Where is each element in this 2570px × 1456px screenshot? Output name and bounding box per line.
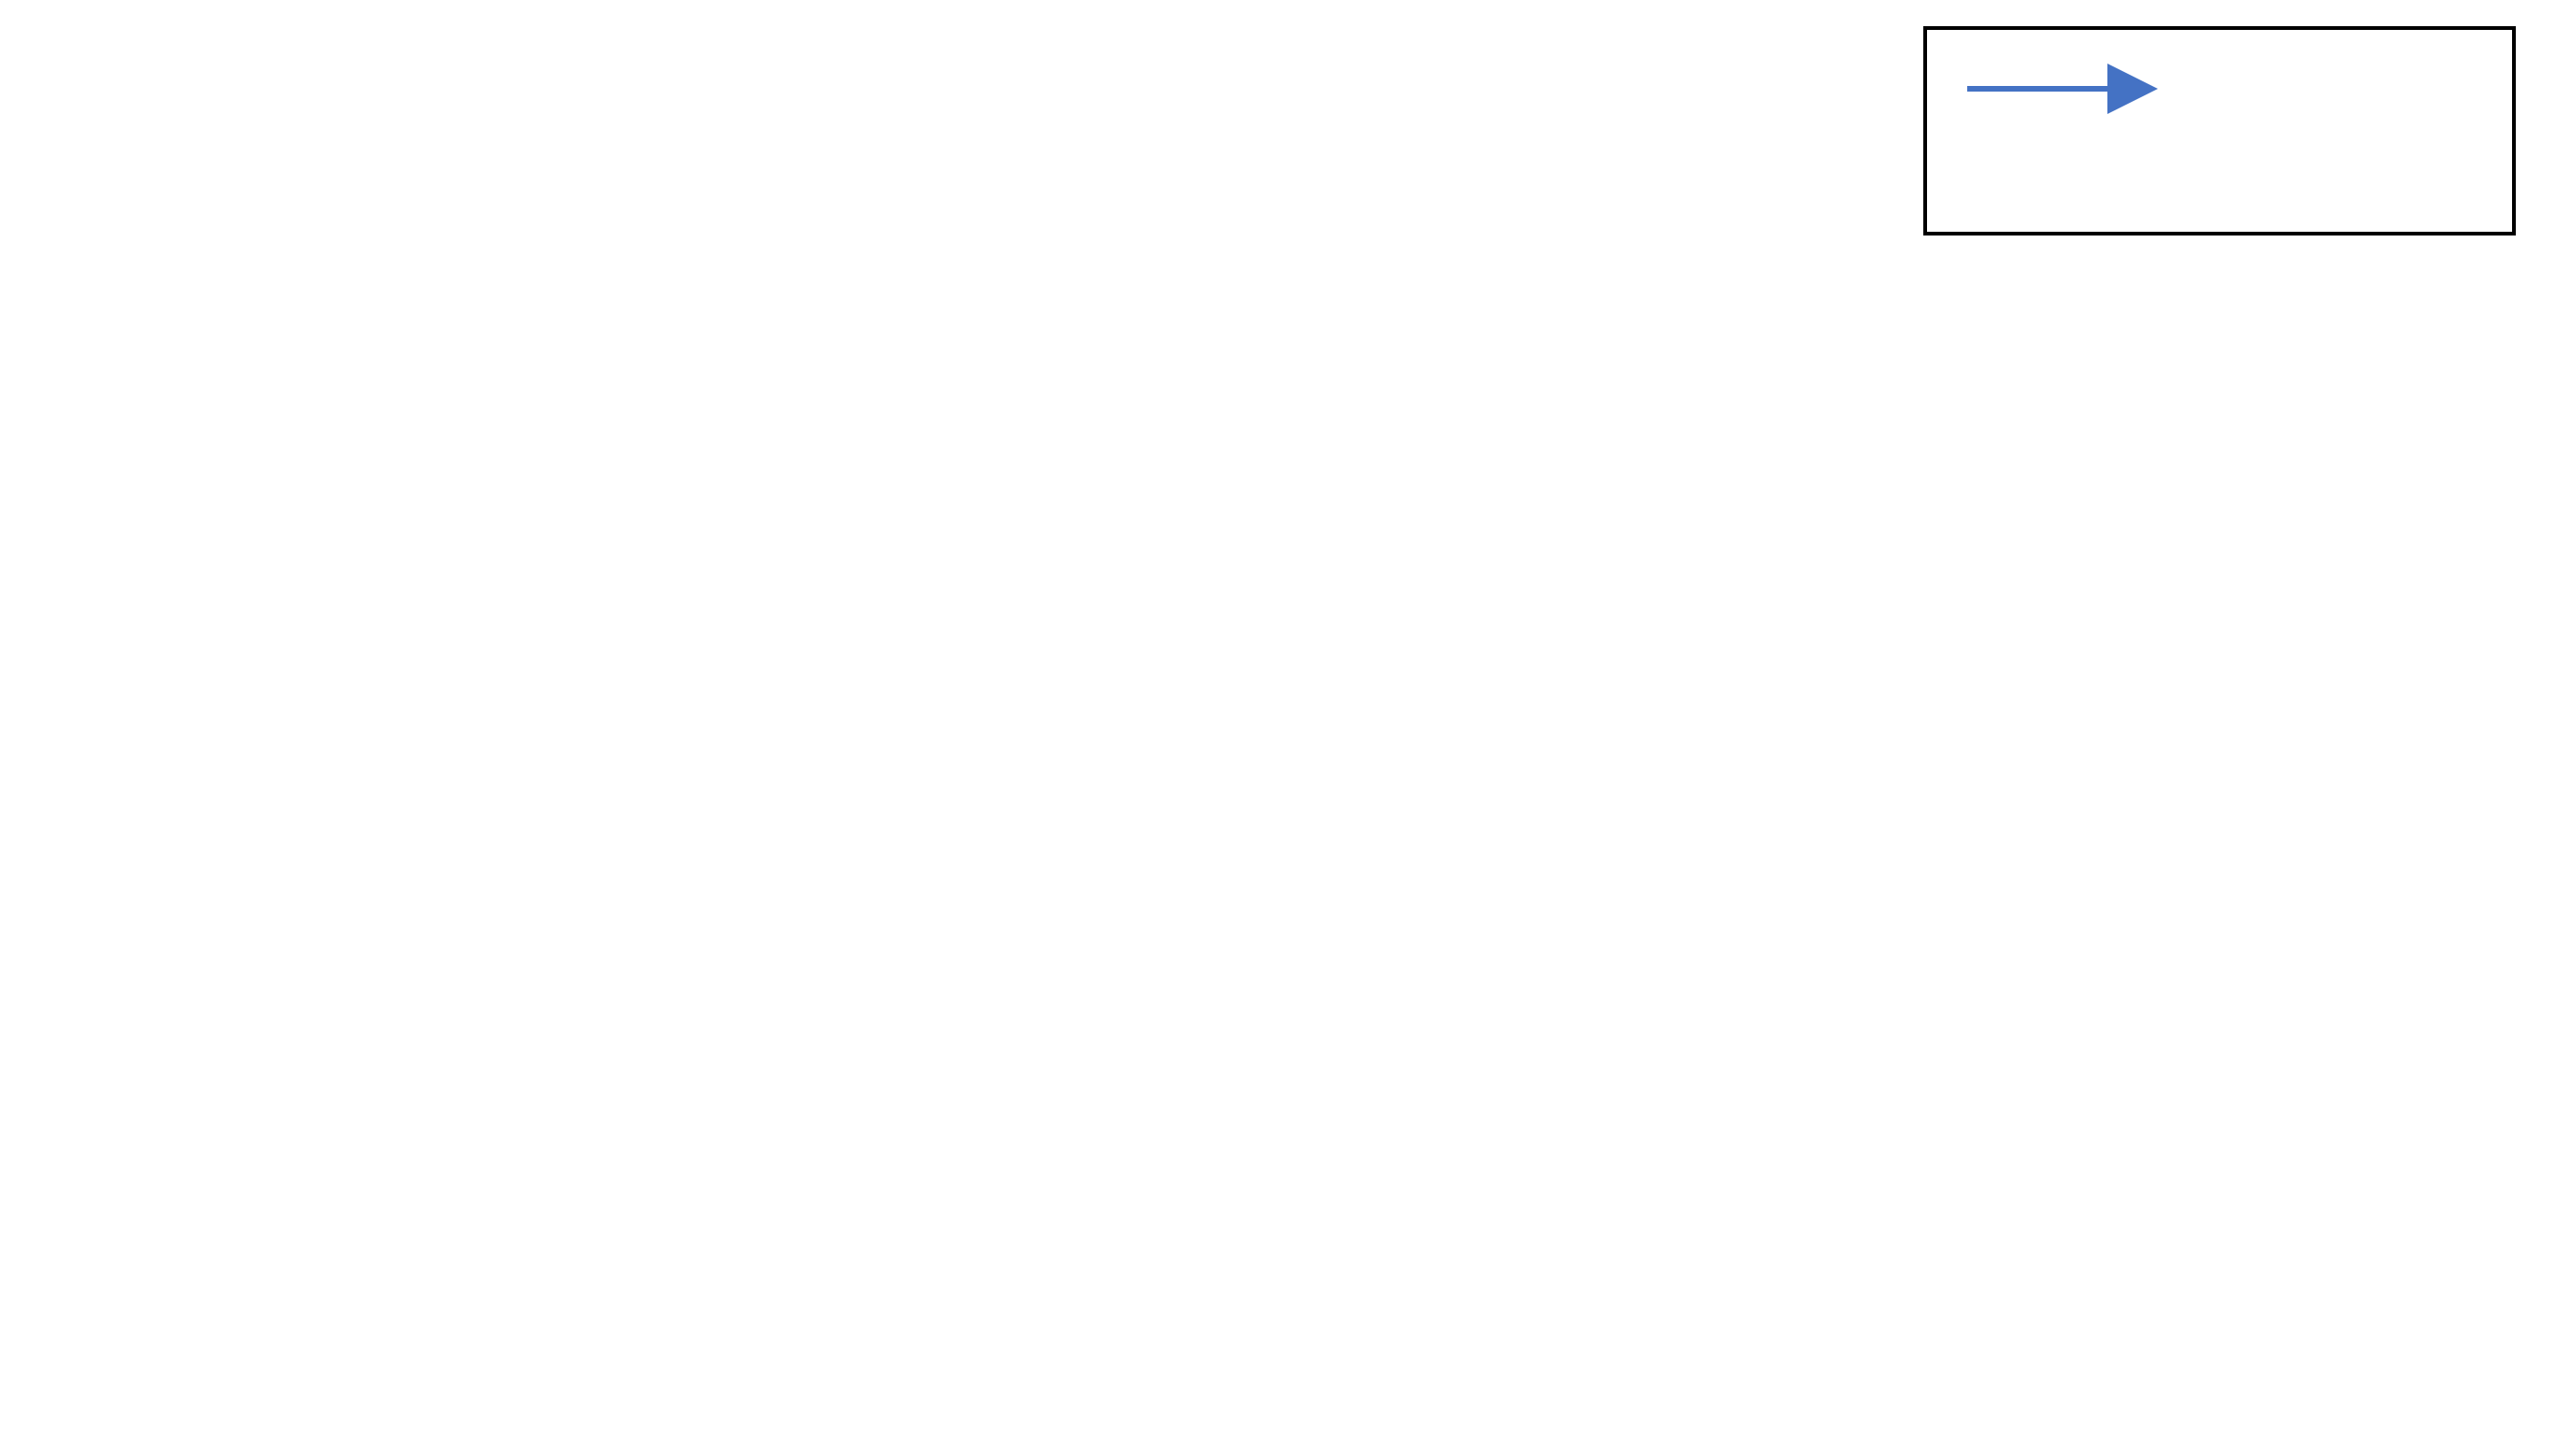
legend-box [1925, 28, 2514, 234]
